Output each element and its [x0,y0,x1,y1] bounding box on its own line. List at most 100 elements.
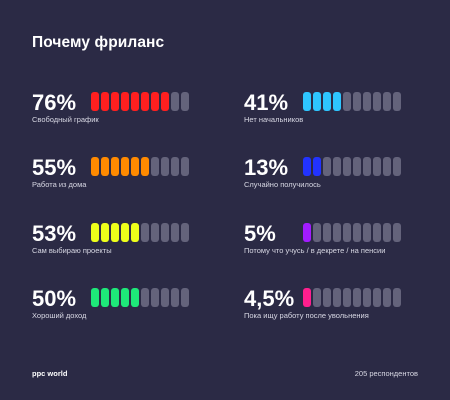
bar-segment-filled [91,288,99,307]
bar-segment-filled [111,92,119,111]
bar-segment-empty [161,223,169,242]
bar-segment-empty [393,157,401,176]
stat-caption: Сам выбираю проекты [32,246,112,255]
bar-segment-filled [303,92,311,111]
bar-segment-filled [313,157,321,176]
bar-segment-filled [91,157,99,176]
stat-bars [303,157,401,176]
bar-segment-filled [111,157,119,176]
bar-segment-empty [333,223,341,242]
bar-segment-empty [353,92,361,111]
stat-bars [91,157,189,176]
stat-bars [303,223,401,242]
page-title: Почему фриланс [32,34,165,51]
bar-segment-filled [333,92,341,111]
bar-segment-empty [171,288,179,307]
bar-segment-empty [393,288,401,307]
bar-segment-empty [373,288,381,307]
bar-segment-empty [171,157,179,176]
stat-percent: 53% [32,221,77,246]
stat-caption: Случайно получилось [244,180,321,189]
brand-logo: ppc world [32,369,68,378]
bar-segment-empty [151,157,159,176]
bar-segment-filled [141,157,149,176]
stat-caption: Работа из дома [32,180,87,189]
stat-bars [91,288,189,307]
bar-segment-empty [161,288,169,307]
bar-segment-empty [323,223,331,242]
bar-segment-empty [151,223,159,242]
bar-segment-empty [313,223,321,242]
bar-segment-filled [91,223,99,242]
stat-percent: 5% [244,221,276,246]
stat-percent: 4,5% [244,286,295,311]
bar-segment-empty [363,223,371,242]
bar-segment-empty [323,157,331,176]
bar-segment-empty [373,223,381,242]
bar-segment-filled [131,223,139,242]
bar-segment-empty [171,92,179,111]
bar-segment-empty [161,157,169,176]
bar-segment-filled [141,92,149,111]
bar-segment-filled [131,92,139,111]
bar-segment-filled [121,223,129,242]
bar-segment-filled [101,157,109,176]
stat-bars [91,92,189,111]
bar-segment-empty [393,223,401,242]
stat-percent: 41% [244,90,289,115]
bar-segment-filled [121,157,129,176]
bar-segment-empty [313,288,321,307]
bar-segment-filled [101,223,109,242]
bar-segment-filled [303,288,311,307]
bar-segment-filled [91,92,99,111]
bar-segment-empty [181,92,189,111]
stat-percent: 76% [32,90,77,115]
stat-caption: Потому что учусь / в декрете / на пенсии [244,246,386,255]
bar-segment-empty [363,157,371,176]
bar-segment-empty [353,223,361,242]
bar-segment-filled [131,157,139,176]
bar-segment-empty [141,288,149,307]
bar-segment-empty [373,157,381,176]
bar-segment-filled [303,223,311,242]
bar-segment-empty [363,92,371,111]
bar-segment-empty [323,288,331,307]
stat-caption: Свободный график [32,115,99,124]
bar-segment-empty [333,288,341,307]
bar-segment-empty [343,288,351,307]
bar-segment-empty [343,92,351,111]
bar-segment-filled [161,92,169,111]
respondents-count: 205 респондентов [354,369,418,378]
bar-segment-filled [121,92,129,111]
stat-percent: 13% [244,155,289,180]
bar-segment-empty [343,223,351,242]
bar-segment-empty [343,157,351,176]
stat-bars [91,223,189,242]
bar-segment-empty [353,157,361,176]
bar-segment-filled [111,223,119,242]
bar-segment-empty [383,92,391,111]
bar-segment-empty [181,288,189,307]
bar-segment-empty [333,157,341,176]
bar-segment-filled [121,288,129,307]
stat-caption: Пока ищу работу после увольнения [244,311,369,320]
bar-segment-empty [151,288,159,307]
bar-segment-empty [373,92,381,111]
bar-segment-empty [171,223,179,242]
stat-bars [303,92,401,111]
bar-segment-filled [111,288,119,307]
bar-segment-filled [131,288,139,307]
bar-segment-empty [383,157,391,176]
stat-bars [303,288,401,307]
bar-segment-filled [101,288,109,307]
bar-segment-filled [151,92,159,111]
bar-segment-filled [303,157,311,176]
bar-segment-empty [353,288,361,307]
stat-percent: 55% [32,155,77,180]
bar-segment-filled [313,92,321,111]
bar-segment-filled [101,92,109,111]
bar-segment-empty [141,223,149,242]
bar-segment-empty [393,92,401,111]
bar-segment-filled [323,92,331,111]
